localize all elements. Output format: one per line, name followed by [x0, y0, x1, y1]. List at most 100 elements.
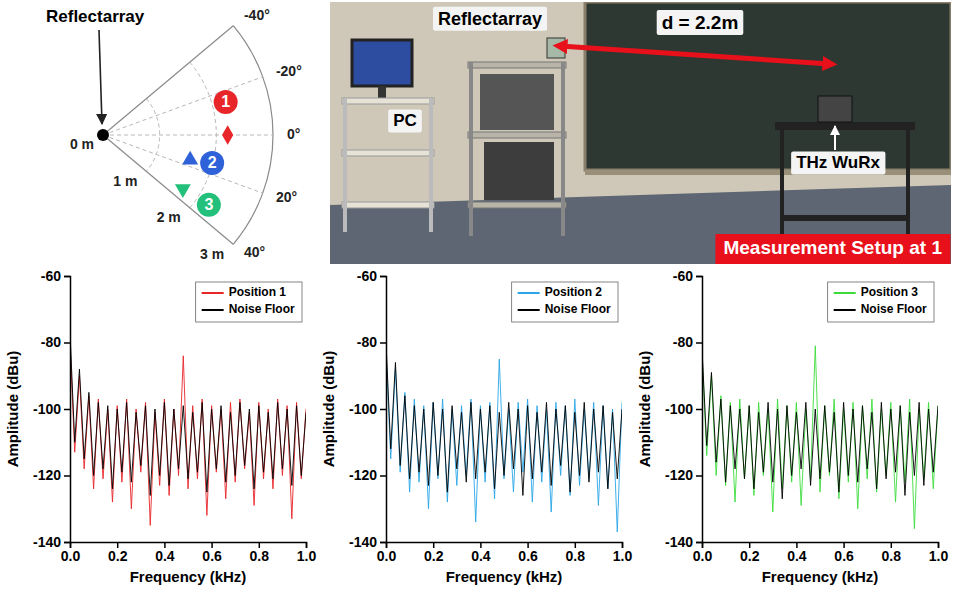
legend-box: [828, 282, 934, 322]
legend-box: [512, 282, 618, 322]
x-tick: 0.4: [471, 542, 491, 564]
cart-leg: [429, 98, 433, 232]
photo-label-box: [657, 10, 744, 35]
x-tick: 0.6: [834, 542, 854, 564]
position-badge: [214, 90, 238, 114]
x-tick-label: 0.4: [155, 548, 175, 564]
photo-label-box: [388, 109, 422, 132]
x-tick-label: 0.6: [834, 548, 854, 564]
y-tick-mark: [380, 542, 386, 544]
x-tick-label: 0.4: [787, 548, 807, 564]
table-top: [775, 122, 915, 130]
y-tick-label: -100: [349, 401, 377, 417]
angle-line: [103, 135, 273, 136]
monitor-stand: [378, 86, 386, 98]
angle-label: -20°: [276, 63, 302, 79]
x-tick-label: 0.4: [471, 548, 491, 564]
y-tick-mark: [64, 542, 70, 544]
legend: Position 3Noise Floor: [828, 282, 934, 322]
y-tick: -140: [33, 534, 70, 550]
distance-arrow: [560, 46, 830, 64]
y-tick-label: -80: [673, 334, 693, 350]
legend-swatch: [202, 292, 224, 294]
x-axis-title: Frequency (kHz): [762, 568, 879, 585]
position-badge-label: 1: [221, 93, 230, 110]
photo-label-box: [791, 151, 885, 174]
range-label: 3 m: [200, 246, 224, 262]
chart-panel: 0.00.20.40.60.81.0-140-120-100-80-60Freq…: [4, 268, 316, 585]
x-tick-label: 0.2: [424, 548, 444, 564]
y-tick: -140: [665, 534, 702, 550]
y-tick: -60: [41, 268, 70, 284]
x-tick: 1.0: [297, 542, 317, 564]
legend-swatch: [518, 309, 540, 311]
x-axis-line: [71, 543, 307, 549]
caption-text: Measurement Setup at 1: [723, 237, 942, 258]
table-shelf: [780, 215, 910, 221]
y-tick-mark: [380, 276, 386, 278]
x-tick-label: 0.8: [882, 548, 902, 564]
y-tick-label: -140: [33, 534, 61, 550]
chart-panel: 0.00.20.40.60.81.0-140-120-100-80-60Freq…: [636, 268, 948, 585]
x-tick: 0.0: [61, 542, 81, 564]
y-tick-label: -60: [41, 268, 61, 284]
y-axis-title: Amplitude (dBu): [320, 351, 337, 468]
x-axis-title: Frequency (kHz): [130, 568, 247, 585]
series-line: [70, 333, 306, 496]
cart-shelf: [342, 98, 434, 104]
position-badge-label: 3: [204, 196, 213, 213]
x-tick: 0.4: [787, 542, 807, 564]
angle-line: [103, 26, 233, 135]
x-tick-label: 0.0: [693, 548, 713, 564]
chalk-tray: [585, 170, 951, 175]
angle-label: 0°: [287, 126, 300, 142]
x-tick-label: 1.0: [929, 548, 949, 564]
photo-label-text: Reflectarray: [438, 9, 542, 29]
y-tick: -60: [357, 268, 386, 284]
x-tick-label: 1.0: [613, 548, 633, 564]
legend-label: Position 1: [229, 285, 287, 299]
legend-box: [196, 282, 302, 322]
legend-swatch: [834, 292, 856, 294]
cart-leg: [469, 62, 473, 236]
y-tick-mark: [696, 475, 702, 477]
x-tick: 0.8: [882, 542, 902, 564]
legend-label: Noise Floor: [229, 302, 295, 316]
x-axis: 0.00.20.40.60.81.0: [693, 542, 949, 564]
angle-label: 20°: [276, 189, 297, 205]
receiver-device: [818, 96, 852, 122]
x-axis-line: [703, 543, 939, 549]
y-axis: -140-120-100-80-60: [349, 268, 387, 550]
y-tick-mark: [64, 342, 70, 344]
x-tick: 0.2: [424, 542, 444, 564]
x-tick-label: 0.8: [566, 548, 586, 564]
x-tick: 0.8: [566, 542, 586, 564]
y-tick: -60: [673, 268, 702, 284]
photo-label-box: [433, 7, 547, 31]
y-tick-mark: [64, 276, 70, 278]
x-tick-label: 0.0: [61, 548, 81, 564]
x-axis-line: [387, 543, 623, 549]
x-tick: 0.2: [108, 542, 128, 564]
x-tick: 1.0: [929, 542, 949, 564]
y-tick-label: -120: [665, 467, 693, 483]
y-tick: -120: [349, 467, 386, 483]
position-badge: [197, 193, 221, 217]
y-tick-label: -100: [33, 401, 61, 417]
y-tick-label: -60: [673, 268, 693, 284]
legend-swatch: [834, 309, 856, 311]
series-line: [386, 343, 622, 496]
y-tick-label: -80: [41, 334, 61, 350]
y-tick-mark: [380, 475, 386, 477]
y-tick-label: -80: [357, 334, 377, 350]
y-tick: -120: [33, 467, 70, 483]
x-tick-label: 0.8: [250, 548, 270, 564]
x-tick-label: 0.0: [377, 548, 397, 564]
plot-area: [70, 333, 306, 526]
photo-scene: [330, 2, 951, 264]
y-tick-mark: [696, 542, 702, 544]
reflectarray-map: -40°-20°0°20°40°0 m1 m2 m3 mReflectarray…: [46, 7, 302, 262]
y-axis-title: Amplitude (dBu): [4, 351, 21, 468]
floor: [330, 185, 951, 264]
y-tick-label: -60: [357, 268, 377, 284]
